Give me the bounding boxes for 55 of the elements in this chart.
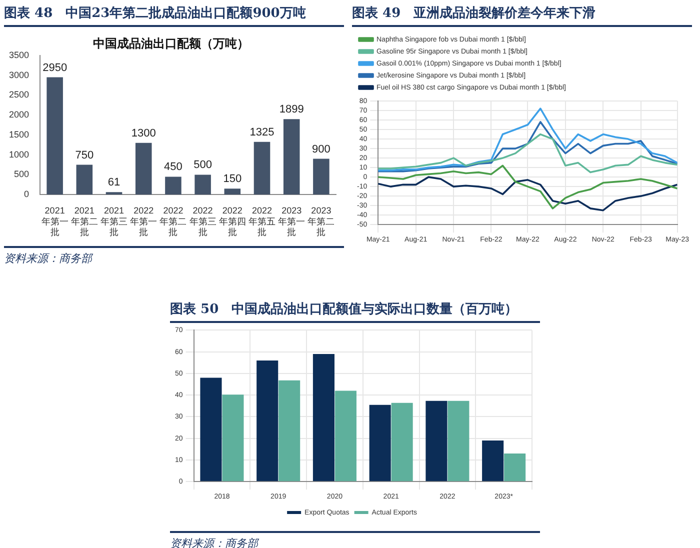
bar [194,174,211,195]
data-label: 750 [75,149,94,162]
x-tick-label: 2021年第二批 [70,205,98,238]
x-tick-label: 2023年第二批 [308,205,335,238]
data-label: 900 [312,143,330,156]
bar [283,119,300,195]
bar [135,142,152,195]
y-tick-label: 3000 [8,70,30,80]
bar [426,400,448,482]
data-label: 150 [223,173,242,186]
bar [254,142,270,195]
chart-title: 图表 49 亚洲成品油裂解价差今年来下滑 [352,2,692,27]
bar [200,378,222,482]
data-label: 450 [164,161,182,174]
bar [391,402,413,482]
y-tick-label: 2500 [8,90,30,100]
chart-title: 图表 48 中国23年第二批成品油出口配额900万吨 [4,2,344,27]
bar [313,158,330,195]
text: 资料来源：商务部 [4,246,344,266]
y-tick-label: 2000 [8,110,30,120]
x-tick-label: 2022年第二批 [160,205,187,238]
data-label: 500 [194,159,212,172]
bar [482,440,504,482]
y-tick-label: 3500 [8,50,30,60]
y-tick-label: 0 [24,189,30,200]
bar [256,360,278,482]
bar [165,176,182,195]
bar [369,404,391,482]
bar [448,400,470,482]
y-tick-label: 1500 [8,129,30,140]
x-tick-label: 2023年第一批 [278,205,306,238]
bar [222,394,244,482]
chart-title: 图表 50 中国成品油出口配额值与实际出口数量（百万吨） [170,298,540,323]
bar [46,77,63,195]
chart-subtitle: 中国成品油出口配额（万吨） [93,36,249,51]
data-label: 1300 [131,127,156,140]
bar [334,390,356,482]
x-tick-label: 2021年第三批 [100,205,128,238]
bar [76,164,93,195]
x-tick-label: 2022年第三批 [189,205,216,238]
data-label: 1899 [279,104,304,116]
bar [312,354,334,482]
bar [278,380,300,482]
bar [504,453,526,482]
bar [106,192,122,195]
data-label: 1325 [250,126,274,138]
bar [224,188,241,195]
y-tick-label: 1000 [8,149,30,160]
x-tick-label: 2022年第一批 [130,205,158,238]
x-tick-label: 2022年第四批 [218,205,246,238]
y-tick-label: 500 [14,169,30,180]
data-label: 2950 [42,62,68,74]
data-label: 61 [108,176,120,189]
x-tick-label: 2022年第五批 [248,205,276,238]
x-tick-label: 2021年第一批 [41,205,68,238]
